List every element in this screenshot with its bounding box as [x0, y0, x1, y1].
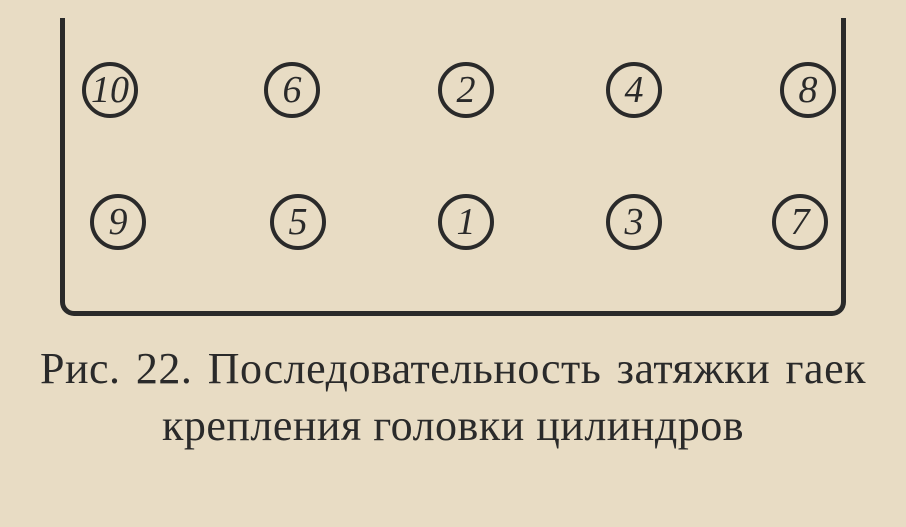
bolt-5: 5	[270, 194, 326, 250]
bolt-4: 4	[606, 62, 662, 118]
bolt-9: 9	[90, 194, 146, 250]
figure-caption: Рис. 22. Последовательность затяжки гаек…	[40, 340, 866, 454]
diagram-container: 10 6 2 4 8 9 5 1 3 7	[60, 18, 846, 316]
bolt-2: 2	[438, 62, 494, 118]
bolt-6: 6	[264, 62, 320, 118]
bolt-8: 8	[780, 62, 836, 118]
cylinder-head-outline	[60, 18, 846, 316]
bolt-3: 3	[606, 194, 662, 250]
bolt-10: 10	[82, 62, 138, 118]
bolt-7: 7	[772, 194, 828, 250]
bolt-1: 1	[438, 194, 494, 250]
